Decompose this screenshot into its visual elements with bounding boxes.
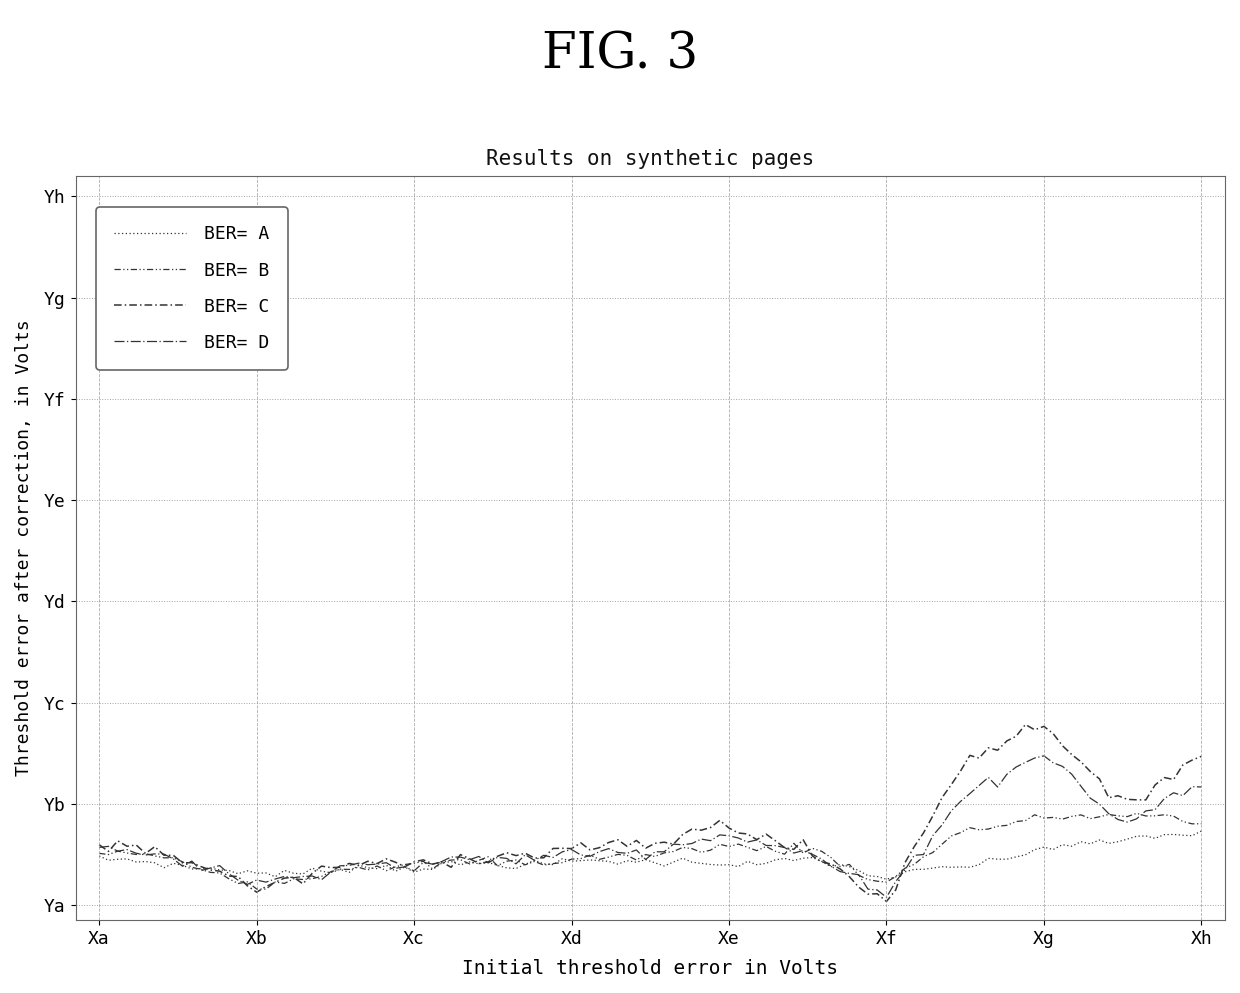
BER= A bbox=[972, 859, 987, 871]
BER= B bbox=[1194, 818, 1209, 830]
BER= B bbox=[92, 847, 107, 859]
BER= C bbox=[388, 856, 403, 868]
BER= D bbox=[92, 841, 107, 853]
BER= B bbox=[397, 859, 412, 871]
BER= D bbox=[1037, 750, 1052, 762]
Legend: BER= A, BER= B, BER= C, BER= D: BER= A, BER= B, BER= C, BER= D bbox=[97, 208, 288, 369]
BER= A bbox=[879, 873, 894, 885]
BER= C bbox=[879, 896, 894, 908]
BER= C bbox=[92, 839, 107, 851]
BER= A bbox=[1194, 825, 1209, 837]
BER= A bbox=[1166, 828, 1180, 840]
BER= A bbox=[324, 867, 339, 879]
BER= D bbox=[1194, 781, 1209, 793]
BER= D bbox=[879, 892, 894, 904]
Line: BER= D: BER= D bbox=[99, 756, 1202, 898]
BER= D bbox=[972, 780, 987, 791]
BER= B bbox=[258, 883, 273, 895]
BER= D bbox=[324, 866, 339, 878]
BER= A bbox=[851, 865, 866, 877]
X-axis label: Initial threshold error in Volts: Initial threshold error in Volts bbox=[463, 959, 838, 978]
BER= B bbox=[861, 874, 875, 886]
BER= B bbox=[1176, 815, 1190, 827]
Line: BER= A: BER= A bbox=[99, 831, 1202, 879]
BER= A bbox=[388, 865, 403, 877]
BER= C bbox=[1176, 759, 1190, 771]
BER= B bbox=[1130, 807, 1145, 819]
Line: BER= B: BER= B bbox=[99, 813, 1202, 889]
BER= C bbox=[972, 752, 987, 764]
BER= D bbox=[1176, 789, 1190, 801]
Text: FIG. 3: FIG. 3 bbox=[542, 30, 698, 79]
BER= B bbox=[332, 863, 347, 875]
BER= B bbox=[712, 838, 727, 850]
BER= C bbox=[324, 862, 339, 874]
BER= D bbox=[388, 862, 403, 874]
Y-axis label: Threshold error after correction, in Volts: Threshold error after correction, in Vol… bbox=[15, 320, 33, 777]
Line: BER= C: BER= C bbox=[99, 725, 1202, 902]
BER= C bbox=[1018, 719, 1033, 731]
BER= A bbox=[92, 850, 107, 862]
BER= A bbox=[703, 859, 718, 871]
BER= C bbox=[1194, 751, 1209, 763]
BER= D bbox=[851, 869, 866, 881]
BER= C bbox=[703, 821, 718, 833]
BER= B bbox=[972, 824, 987, 836]
BER= C bbox=[851, 881, 866, 893]
BER= D bbox=[703, 835, 718, 847]
Title: Results on synthetic pages: Results on synthetic pages bbox=[486, 149, 815, 169]
